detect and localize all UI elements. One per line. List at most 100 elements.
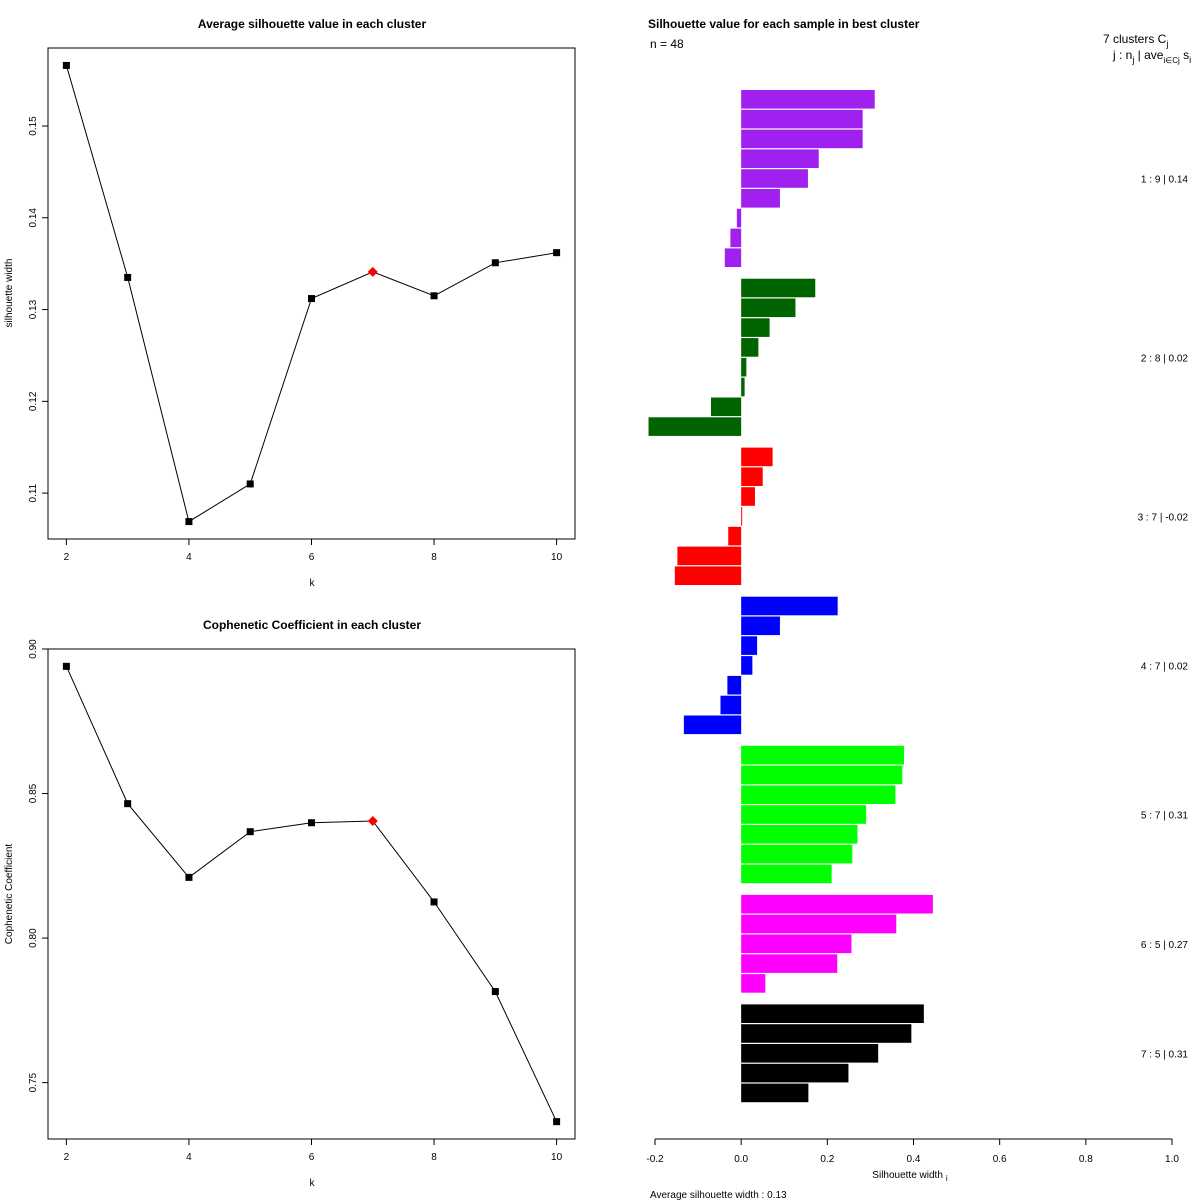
- cluster-legend-label: 5 : 7 | 0.31: [1141, 811, 1189, 822]
- silhouette-bar: [683, 715, 742, 735]
- silhouette-samples-xaxis: -0.2 0.0 0.2 0.4 0.6 0.8 1.0: [646, 1138, 1179, 1165]
- x-tick-label: 4: [186, 1152, 192, 1163]
- silhouette-samples-title: Silhouette value for each sample in best…: [648, 17, 920, 31]
- silhouette-bar: [741, 1063, 849, 1083]
- cluster-legend-label: 4 : 7 | 0.02: [1141, 661, 1189, 672]
- cophenetic-xlabel: k: [310, 1178, 316, 1189]
- silhouette-bar: [741, 467, 763, 486]
- y-tick-label: 0.14: [28, 208, 39, 228]
- data-point: [185, 873, 193, 881]
- x-tick-label: -0.2: [646, 1154, 664, 1165]
- silhouette-bar: [741, 974, 766, 993]
- silhouette-bar: [741, 596, 838, 616]
- x-tick-label: 0.4: [907, 1154, 921, 1165]
- legend-header-clusters: 7 clusters Cj: [1103, 32, 1168, 49]
- x-tick-label: 0.0: [734, 1154, 748, 1165]
- x-tick-label: 1.0: [1165, 1154, 1179, 1165]
- silhouette-bar: [741, 864, 832, 884]
- silhouette-bar: [741, 785, 896, 804]
- x-tick-label: 0.6: [993, 1154, 1007, 1165]
- silhouette-avg-title: Average silhouette value in each cluster: [198, 17, 427, 31]
- silhouette-bar: [741, 318, 770, 337]
- x-tick-label: 2: [64, 1152, 70, 1163]
- silhouette-bar: [741, 636, 758, 655]
- cluster-legend-label: 6 : 5 | 0.27: [1141, 940, 1189, 951]
- x-tick-label: 0.8: [1079, 1154, 1093, 1165]
- legend-header-columns-ave: | ave: [1134, 48, 1163, 62]
- silhouette-bar: [724, 248, 742, 267]
- silhouette-bar: [741, 169, 808, 188]
- silhouette-bar: [741, 129, 863, 149]
- silhouette-bar: [736, 208, 742, 228]
- silhouette-avg-series: [62, 61, 561, 526]
- silhouette-bar: [741, 357, 747, 377]
- cophenetic-title: Cophenetic Coefficient in each cluster: [203, 618, 421, 632]
- cluster-legend-label: 7 : 5 | 0.31: [1141, 1049, 1189, 1060]
- data-point: [124, 800, 132, 808]
- silhouette-bar: [741, 1083, 809, 1103]
- average-silhouette-width: Average silhouette width : 0.13: [650, 1190, 787, 1200]
- cophenetic-series: [62, 662, 561, 1126]
- cluster-legend-label: 2 : 8 | 0.02: [1141, 353, 1189, 364]
- y-tick-label: 0.11: [28, 483, 39, 502]
- silhouette-bar: [741, 377, 745, 397]
- legend-header-columns-s-sub: i: [1189, 55, 1191, 65]
- silhouette-bar: [741, 338, 759, 357]
- y-tick-label: 0.85: [28, 783, 39, 803]
- cophenetic-panel: Cophenetic Coefficient in each cluster k…: [4, 618, 576, 1189]
- data-point: [62, 662, 70, 670]
- cophenetic-ylabel: Cophenetic Coefficient: [4, 844, 15, 945]
- silhouette-bar: [741, 149, 819, 168]
- silhouette-bar: [741, 805, 867, 824]
- data-point: [308, 295, 315, 303]
- x-tick-label: 8: [431, 1152, 437, 1163]
- data-point: [491, 259, 499, 267]
- x-tick-label: 2: [64, 552, 70, 563]
- silhouette-bar: [741, 914, 897, 934]
- silhouette-avg-xlabel: k: [310, 578, 316, 589]
- data-point: [246, 828, 254, 836]
- silhouette-avg-xaxis: 2 4 6 8 10: [64, 539, 563, 563]
- silhouette-avg-yaxis: 0.11 0.12 0.13 0.14 0.15: [28, 116, 48, 502]
- legend-header-clusters-sub: j: [1165, 39, 1168, 49]
- sample-count-label: n = 48: [650, 37, 684, 51]
- x-tick-label: 10: [551, 552, 563, 563]
- silhouette-bar: [677, 546, 742, 566]
- x-tick-label: 0.2: [820, 1154, 834, 1165]
- silhouette-samples-panel: Silhouette value for each sample in best…: [646, 17, 1191, 1200]
- silhouette-bar: [741, 616, 780, 636]
- data-point: [491, 988, 499, 996]
- x-tick-label: 8: [431, 552, 437, 563]
- x-tick-label: 10: [551, 1152, 563, 1163]
- silhouette-bar: [741, 109, 863, 129]
- x-tick-label: 4: [186, 552, 192, 563]
- silhouette-bar: [741, 298, 796, 318]
- silhouette-bar: [741, 447, 773, 467]
- silhouette-bar: [711, 397, 742, 417]
- cluster-legend-label: 1 : 9 | 0.14: [1141, 175, 1189, 186]
- series-line: [65, 65, 557, 523]
- silhouette-bar: [741, 487, 755, 506]
- silhouette-bar: [720, 695, 742, 715]
- silhouette-samples-xlabel-text: Silhouette width: [872, 1170, 943, 1181]
- legend-header-columns-s: s: [1180, 48, 1189, 62]
- x-tick-label: 6: [309, 552, 315, 563]
- data-point: [308, 819, 315, 827]
- cophenetic-xaxis: 2 4 6 8 10: [64, 1139, 563, 1163]
- cluster-legend: 1 : 9 | 0.14 2 : 8 | 0.02 3 : 7 | -0.02 4 :…: [1138, 175, 1189, 1061]
- best-k-point: [367, 266, 378, 277]
- data-point: [62, 61, 70, 69]
- silhouette-samples-xlabel-sub: i: [946, 1174, 948, 1183]
- data-point: [246, 480, 254, 488]
- y-tick-label: 0.90: [28, 639, 39, 659]
- silhouette-avg-ylabel: silhouette width: [4, 259, 15, 328]
- y-tick-label: 0.15: [28, 116, 39, 136]
- silhouette-avg-plot-frame: [47, 47, 576, 540]
- silhouette-bar: [728, 526, 742, 546]
- silhouette-bar: [741, 745, 905, 765]
- silhouette-bar: [741, 765, 903, 785]
- series-line: [65, 666, 558, 1122]
- cophenetic-plot-frame: [47, 648, 576, 1140]
- silhouette-bar: [741, 1004, 924, 1023]
